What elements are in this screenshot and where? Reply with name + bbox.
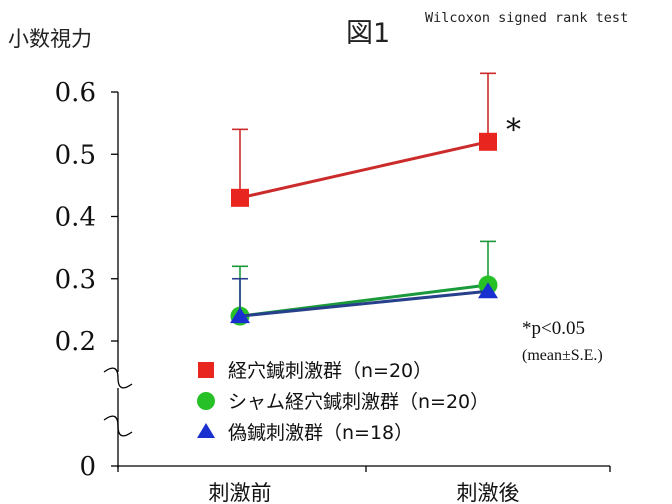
series-line bbox=[239, 140, 489, 200]
series-square: * bbox=[231, 72, 521, 207]
legend: 経穴鍼刺激群（n=20） シャム経穴鍼刺激群（n=20） 偽鍼刺激群（n=18） bbox=[197, 360, 489, 444]
data-point-square bbox=[479, 132, 497, 151]
x-ticks: 刺激前 刺激後 bbox=[117, 466, 611, 504]
stats-note: (mean±S.E.) bbox=[522, 347, 603, 364]
data-point-triangle bbox=[230, 307, 250, 324]
legend-item: 偽鍼刺激群（n=18） bbox=[197, 422, 413, 444]
chart-title: 図1 bbox=[346, 18, 390, 49]
x-tick-label: 刺激前 bbox=[209, 481, 272, 504]
y-tick-label: 0.6 bbox=[55, 78, 96, 108]
significance-marker: * bbox=[506, 113, 521, 148]
y-tick-label: 0 bbox=[79, 452, 96, 482]
axis-break-mark-2 bbox=[103, 415, 133, 437]
axes bbox=[103, 92, 610, 468]
legend-label: シャム経穴鍼刺激群（n=20） bbox=[228, 391, 489, 413]
legend-triangle-icon bbox=[197, 423, 215, 438]
y-tick-label: 0.2 bbox=[55, 327, 96, 357]
x-tick-label: 刺激後 bbox=[457, 481, 520, 504]
y-tick-label: 0.4 bbox=[55, 203, 96, 233]
legend-item: シャム経穴鍼刺激群（n=20） bbox=[197, 391, 489, 413]
y-tick-label: 0.5 bbox=[55, 140, 96, 170]
axis-break-mark-1 bbox=[103, 367, 133, 389]
test-note: Wilcoxon signed rank test bbox=[425, 10, 628, 26]
legend-circle-icon bbox=[197, 392, 215, 410]
series-triangle bbox=[230, 277, 498, 324]
series-line bbox=[239, 289, 489, 318]
y-ticks: 0.6 0.5 0.4 0.3 0.2 0 bbox=[55, 78, 118, 482]
data-point-square bbox=[231, 188, 249, 207]
plot-area: * bbox=[230, 72, 521, 326]
legend-square-icon bbox=[198, 362, 214, 378]
legend-item: 経穴鍼刺激群（n=20） bbox=[198, 360, 432, 382]
data-point-triangle bbox=[478, 282, 498, 299]
y-axis-label: 小数視力 bbox=[8, 27, 92, 51]
y-tick-label: 0.3 bbox=[55, 265, 96, 295]
significance-note: *p<0.05 bbox=[522, 318, 585, 339]
legend-label: 偽鍼刺激群（n=18） bbox=[228, 422, 413, 444]
legend-label: 経穴鍼刺激群（n=20） bbox=[228, 360, 432, 382]
